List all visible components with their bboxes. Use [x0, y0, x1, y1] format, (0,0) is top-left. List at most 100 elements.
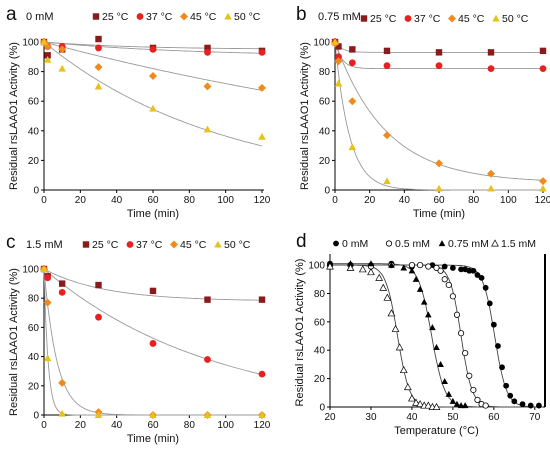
- data-point: [94, 411, 103, 419]
- data-point: [346, 263, 355, 271]
- data-point: [435, 184, 443, 192]
- legend-label: 50 °C: [502, 13, 529, 25]
- data-point: [539, 65, 547, 73]
- data-point: [449, 397, 457, 404]
- y-tick-label: 100: [22, 38, 39, 49]
- data-point: [375, 273, 384, 281]
- series-3: [326, 262, 441, 410]
- panel-label: c: [6, 232, 16, 253]
- data-point: [95, 281, 102, 289]
- x-tick-label: 100: [217, 420, 234, 431]
- legend-marker: [126, 241, 134, 248]
- legend-marker: [180, 12, 188, 21]
- series-2: [326, 260, 469, 409]
- data-point: [539, 184, 547, 192]
- y-tick-label: 80: [319, 67, 331, 78]
- fit-curve-2: [330, 263, 543, 408]
- data-point: [58, 64, 66, 72]
- data-point: [470, 267, 477, 274]
- data-point: [403, 383, 412, 391]
- y-tick-label: 80: [28, 294, 40, 305]
- y-axis-title: Residual rsLAAO1 Activity (%): [294, 259, 306, 407]
- data-point: [383, 62, 391, 70]
- data-point: [349, 46, 356, 53]
- data-point: [482, 402, 489, 409]
- data-point: [441, 378, 448, 385]
- x-tick-label: 40: [399, 195, 411, 206]
- data-point: [474, 272, 481, 278]
- legend-marker: [92, 13, 100, 20]
- data-point: [258, 83, 266, 92]
- data-point: [149, 46, 157, 53]
- panel-label: b: [296, 4, 307, 25]
- legend-label: 0.5 mM: [395, 238, 430, 250]
- x-tick-label: 60: [488, 412, 500, 423]
- data-point: [94, 82, 103, 90]
- series-3: [331, 38, 547, 192]
- data-point: [399, 365, 408, 374]
- data-point: [149, 340, 157, 347]
- legend-label: 25 °C: [370, 13, 397, 25]
- data-point: [449, 265, 456, 271]
- data-point: [412, 275, 420, 282]
- y-axis-title: Residual rsLAAO1 Activity (%): [8, 42, 20, 190]
- y-tick-label: 0: [33, 186, 39, 197]
- x-tick-label: 100: [217, 195, 234, 206]
- x-axis-title: Time (min): [127, 208, 179, 220]
- y-tick-label: 100: [313, 38, 330, 49]
- legend-label: 45 °C: [180, 239, 207, 251]
- legend-marker: [448, 14, 456, 23]
- data-point: [395, 343, 404, 351]
- data-point: [326, 262, 334, 270]
- data-point: [44, 52, 51, 59]
- data-point: [94, 63, 103, 72]
- data-point: [527, 402, 534, 409]
- legend-label: 37 °C: [136, 239, 163, 251]
- legend-label: 45 °C: [458, 13, 485, 25]
- data-point: [204, 44, 211, 52]
- data-point: [449, 293, 456, 300]
- y-tick-label: 0: [319, 403, 325, 414]
- data-point: [383, 177, 391, 185]
- data-point: [433, 344, 440, 350]
- y-tick-label: 100: [22, 265, 39, 276]
- data-point: [203, 82, 212, 91]
- data-point: [358, 265, 367, 273]
- data-point: [441, 263, 448, 270]
- data-point: [425, 311, 432, 318]
- x-tick-label: 30: [365, 412, 377, 423]
- data-point: [258, 132, 266, 140]
- legend-marker: [492, 14, 500, 22]
- panel-label: a: [6, 4, 17, 25]
- data-point: [348, 97, 357, 106]
- data-point: [466, 267, 473, 274]
- data-point: [331, 38, 339, 46]
- data-point: [435, 62, 443, 70]
- x-tick-label: 80: [184, 195, 196, 206]
- data-point: [466, 372, 473, 379]
- data-point: [379, 283, 388, 291]
- fit-curve-2: [43, 41, 263, 91]
- series-3: [40, 38, 266, 140]
- y-tick-label: 60: [28, 323, 40, 334]
- y-tick-label: 20: [314, 374, 326, 385]
- series-0: [40, 265, 266, 303]
- fit-curve-3: [330, 264, 543, 408]
- data-point: [367, 260, 375, 267]
- y-tick-label: 40: [314, 346, 326, 357]
- x-tick-label: 20: [75, 195, 87, 206]
- data-point: [470, 386, 477, 394]
- data-point: [441, 276, 448, 283]
- data-point: [258, 48, 266, 56]
- data-point: [383, 47, 391, 55]
- data-point: [149, 411, 157, 419]
- x-axis-title: Temperature (°C): [394, 425, 478, 437]
- data-point: [503, 382, 510, 389]
- y-tick-label: 100: [308, 261, 325, 272]
- panel-condition: 1.5 mM: [26, 239, 63, 251]
- data-point: [445, 390, 453, 397]
- series-1: [40, 265, 266, 378]
- data-point: [536, 402, 542, 409]
- chart-panel-b: b 0.75 mM 0 20 40 60 80 100 120 0 20 40 60 80 100 Time …: [296, 4, 550, 220]
